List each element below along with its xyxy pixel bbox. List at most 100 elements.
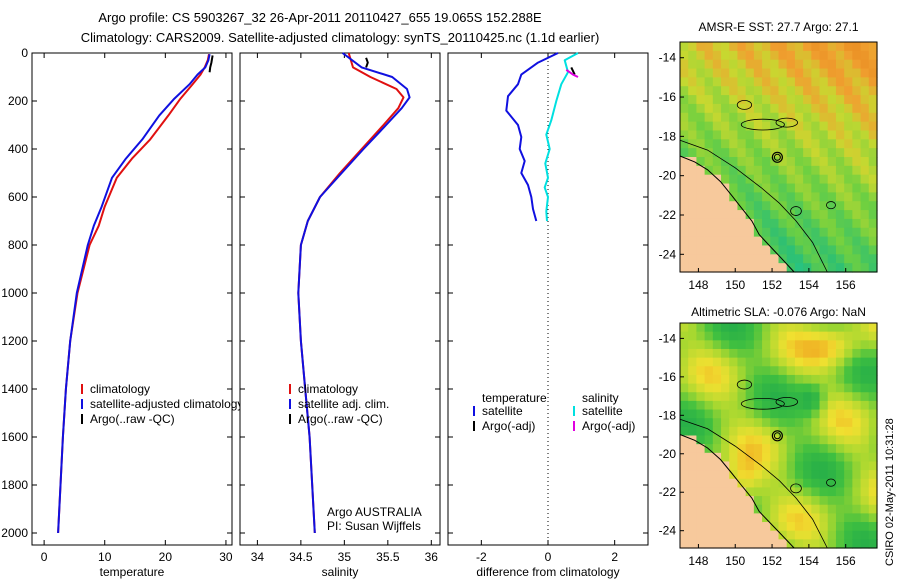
- map-cell: [770, 50, 780, 61]
- map-cell: [688, 42, 698, 52]
- map-cell: [745, 357, 755, 367]
- map-cell: [803, 478, 812, 489]
- map-cell: [844, 539, 853, 549]
- map-cell: [778, 210, 788, 220]
- reef-outline: [826, 201, 836, 210]
- map-cell: [811, 400, 821, 411]
- map-cell: [852, 383, 862, 393]
- map-cell: [778, 165, 788, 176]
- map-cell: [786, 504, 796, 514]
- map-cell: [770, 263, 780, 273]
- temperature-panel: 0 10 20 30 0 200 400 600 800 1000 1200 1400 1600 1800…: [1, 46, 243, 579]
- map-cell: [688, 165, 698, 176]
- y-tick-label: 0: [21, 46, 28, 60]
- map-cell: [696, 192, 706, 202]
- y-tick-label: 2000: [1, 526, 28, 540]
- map-cell: [786, 245, 796, 255]
- map-cell: [852, 418, 862, 428]
- map-cell: [712, 435, 722, 445]
- map-cell: [786, 348, 796, 359]
- series-line: [365, 57, 369, 68]
- map-cell: [852, 426, 862, 437]
- map-cell: [753, 470, 763, 480]
- map-cell: [704, 478, 714, 489]
- map-cell: [745, 522, 755, 532]
- map-cell: [852, 513, 862, 523]
- map-cell: [712, 77, 722, 87]
- map-cell: [770, 383, 780, 393]
- map-cell: [753, 357, 763, 367]
- map-cell: [721, 112, 730, 123]
- map-cell: [729, 539, 739, 549]
- map-cell: [696, 470, 706, 480]
- map-cell: [852, 374, 862, 385]
- series-line: [208, 55, 214, 73]
- map-cell: [721, 263, 730, 273]
- map-cell: [729, 95, 739, 105]
- map-cell: [852, 254, 862, 264]
- legend-header: temperature: [482, 391, 547, 405]
- map-cell: [844, 201, 853, 211]
- map-cell: [803, 426, 812, 437]
- map-cell: [753, 121, 763, 132]
- y-tick-label: -20: [659, 169, 677, 183]
- map-cell: [794, 139, 804, 149]
- map-cell: [778, 103, 788, 114]
- map-cell: [835, 130, 845, 140]
- map-cell: [852, 201, 862, 211]
- map-cell: [778, 245, 788, 255]
- map-cell: [868, 201, 878, 211]
- map-cell: [745, 201, 755, 211]
- map-cell: [745, 418, 755, 428]
- reef-outline: [775, 117, 798, 128]
- map-cell: [753, 263, 763, 273]
- map-cell: [704, 112, 714, 123]
- map-cell: [680, 461, 689, 471]
- map-cell: [770, 357, 780, 367]
- map-cell: [835, 478, 845, 489]
- map-cell: [729, 331, 739, 341]
- map-cell: [688, 139, 698, 149]
- map-cell: [868, 210, 878, 220]
- map-cell: [860, 392, 870, 402]
- map-cell: [868, 148, 878, 158]
- map-cell: [704, 42, 714, 52]
- map-cell: [729, 461, 739, 471]
- map-cell: [827, 452, 837, 463]
- map-cell: [770, 121, 780, 132]
- map-cell: [696, 130, 706, 140]
- map-cell: [680, 42, 689, 52]
- map-cell: [704, 496, 714, 506]
- map-cell: [696, 348, 706, 359]
- map-cell: [721, 539, 730, 549]
- map-cell: [721, 496, 730, 506]
- map-cell: [819, 340, 829, 350]
- map-cell: [712, 112, 722, 123]
- map-cell: [868, 383, 878, 393]
- map-cell: [860, 331, 870, 341]
- map-cell: [786, 130, 796, 140]
- x-tick-label: 154: [799, 278, 819, 292]
- map-cell: [704, 139, 714, 149]
- map-cell: [680, 392, 689, 402]
- map-cell: [745, 487, 755, 497]
- map-cell: [745, 121, 755, 132]
- map-cell: [852, 68, 862, 78]
- map-cell: [844, 254, 853, 264]
- map-frame: [679, 41, 878, 273]
- map-cell: [811, 357, 821, 367]
- map-cell: [794, 409, 804, 419]
- map-cell: [827, 95, 837, 105]
- map-cell: [868, 435, 878, 445]
- map-cell: [819, 452, 829, 463]
- map-cell: [835, 86, 845, 96]
- map-cell: [737, 165, 747, 176]
- map-cell: [729, 340, 739, 350]
- map-cell: [868, 183, 878, 193]
- map-cell: [860, 409, 870, 419]
- map-cell: [729, 426, 739, 437]
- y-tick-label: 800: [8, 238, 28, 252]
- map-cell: [835, 50, 845, 61]
- map-cell: [852, 392, 862, 402]
- map-cell: [844, 68, 853, 78]
